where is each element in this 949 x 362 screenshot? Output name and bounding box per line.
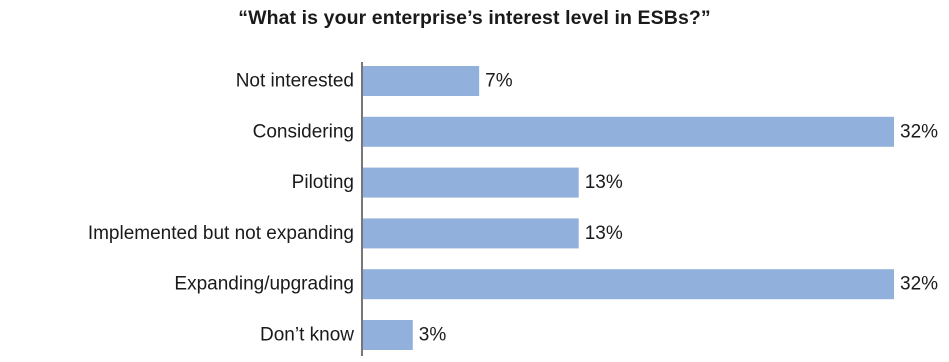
category-label: Not interested xyxy=(236,71,354,92)
bars-layer: Not interested 7% Considering 32% Piloting 13… xyxy=(88,66,938,350)
bar xyxy=(363,116,894,147)
value-label: 7% xyxy=(485,71,513,92)
category-label: Considering xyxy=(253,121,354,142)
value-label: 3% xyxy=(419,325,447,346)
value-label: 32% xyxy=(900,274,938,295)
value-label: 13% xyxy=(585,172,623,193)
bar xyxy=(363,320,413,350)
bar xyxy=(363,218,579,249)
bar xyxy=(363,269,894,300)
value-label: 13% xyxy=(585,223,623,244)
bar xyxy=(363,167,579,198)
category-label: Piloting xyxy=(292,172,354,193)
category-label: Expanding/upgrading xyxy=(174,274,354,295)
category-label: Don’t know xyxy=(260,325,354,346)
value-label: 32% xyxy=(900,121,938,142)
category-label: Implemented but not expanding xyxy=(88,223,354,244)
chart-title: “What is your enterprise’s interest leve… xyxy=(238,7,711,29)
bar xyxy=(363,66,480,96)
